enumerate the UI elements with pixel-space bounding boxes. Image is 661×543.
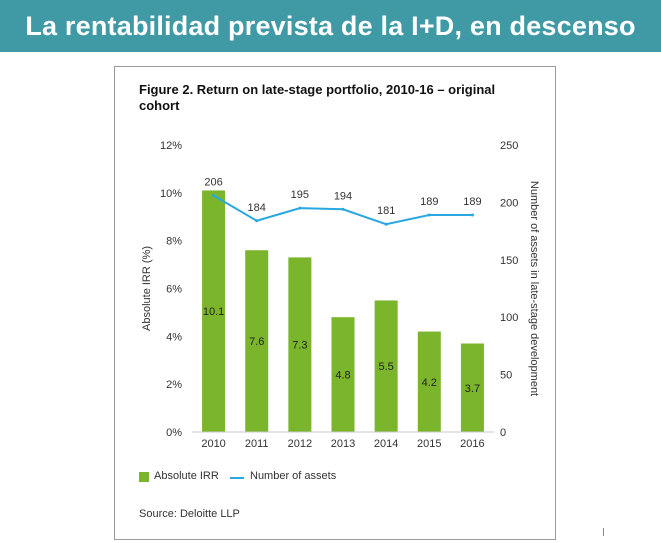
x-tick-label: 2016 [460, 438, 484, 450]
y2-tick-label: 150 [500, 255, 518, 267]
bar-absolute-irr [460, 343, 484, 432]
y2-tick-label: 0 [500, 427, 506, 439]
bar-absolute-irr [202, 190, 226, 432]
y2-tick-label: 100 [500, 312, 518, 324]
page-corner-mark [603, 528, 604, 536]
x-tick-label: 2010 [201, 438, 225, 450]
bar-value-label: 5.5 [378, 361, 393, 373]
legend-line-swatch [230, 477, 244, 479]
bar-absolute-irr [331, 317, 355, 432]
slide-banner-title: La rentabilidad prevista de la I+D, en d… [0, 0, 661, 52]
line-point-number-of-assets [298, 206, 302, 210]
legend-bar-swatch [139, 472, 149, 482]
y-tick-label: 12% [160, 140, 182, 152]
line-value-label: 189 [420, 196, 438, 208]
line-point-number-of-assets [384, 222, 388, 226]
x-tick-label: 2014 [374, 438, 398, 450]
bar-value-label: 4.2 [422, 377, 437, 389]
y2-axis-title: Number of assets in late-stage developme… [528, 181, 540, 396]
bar-absolute-irr [245, 250, 269, 432]
y-tick-label: 8% [166, 236, 182, 248]
bar-value-label: 10.1 [203, 306, 224, 318]
x-tick-label: 2013 [331, 438, 355, 450]
y-tick-label: 6% [166, 284, 182, 296]
line-value-label: 189 [463, 196, 481, 208]
x-tick-label: 2011 [245, 438, 269, 450]
y-tick-label: 2% [166, 379, 182, 391]
y-tick-label: 4% [166, 331, 182, 343]
bar-value-label: 7.6 [249, 336, 264, 348]
x-tick-label: 2012 [288, 438, 312, 450]
y2-tick-label: 200 [500, 197, 518, 209]
bar-absolute-irr [288, 257, 312, 432]
chart-plot: 0% 2% 4% 6% 8% 10% 12% 0 50 100 150 200 250 Absolute … [141, 140, 540, 450]
y-axis-title: Absolute IRR (%) [141, 246, 153, 331]
figure-title: Figure 2. Return on late-stage portfolio… [139, 82, 496, 113]
figure-card [114, 66, 556, 540]
y-tick-label: 0% [166, 427, 182, 439]
y2-tick-label: 250 [500, 140, 518, 152]
line-value-label: 206 [204, 177, 222, 189]
line-value-label: 195 [291, 189, 309, 201]
y2-tick-label: 50 [500, 370, 512, 382]
bar-absolute-irr [417, 331, 441, 432]
line-point-number-of-assets [341, 207, 345, 211]
line-point-number-of-assets [470, 213, 474, 217]
line-value-label: 184 [248, 202, 266, 214]
legend-label-number-of-assets: Number of assets [250, 470, 337, 482]
line-value-label: 194 [334, 190, 352, 202]
x-tick-label: 2015 [417, 438, 441, 450]
line-point-number-of-assets [427, 213, 431, 217]
y-tick-label: 10% [160, 188, 182, 200]
line-point-number-of-assets [255, 219, 259, 223]
bar-value-label: 4.8 [335, 370, 350, 382]
line-value-label: 181 [377, 205, 395, 217]
line-point-number-of-assets [212, 194, 216, 198]
legend-label-absolute-irr: Absolute IRR [154, 470, 219, 482]
bar-value-label: 7.3 [292, 340, 307, 352]
bar-value-label: 3.7 [465, 383, 480, 395]
figure-source: Source: Deloitte LLP [139, 508, 240, 520]
bar-absolute-irr [374, 300, 398, 432]
